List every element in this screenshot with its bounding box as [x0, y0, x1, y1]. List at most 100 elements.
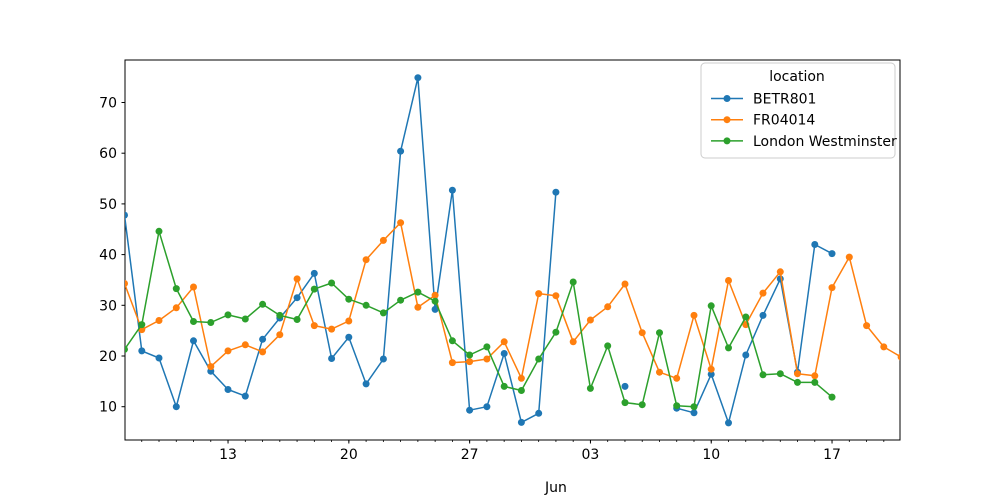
data-point [431, 297, 439, 305]
data-point [310, 285, 318, 293]
data-point [500, 350, 508, 357]
data-point [517, 387, 525, 394]
data-point [241, 341, 249, 349]
data-point [328, 325, 336, 333]
data-point [207, 319, 215, 326]
data-point [310, 322, 318, 330]
data-point [172, 403, 180, 411]
data-point [397, 219, 405, 227]
data-point [690, 403, 698, 411]
series-line-fr04014 [125, 221, 900, 380]
data-point [259, 335, 267, 343]
x-axis-month-label: Jun [544, 480, 567, 496]
data-point [190, 318, 197, 325]
data-point [138, 321, 146, 329]
legend-title: location [769, 69, 825, 85]
data-point [500, 382, 508, 390]
data-point [638, 401, 646, 409]
data-point [155, 227, 163, 235]
y-tick-label: 10 [99, 400, 117, 416]
data-point [569, 278, 577, 286]
data-point [690, 311, 698, 319]
data-point [155, 317, 163, 324]
data-point [276, 331, 284, 339]
data-point [448, 359, 456, 367]
data-point [466, 358, 474, 366]
data-point [552, 328, 560, 336]
data-point [155, 354, 163, 362]
data-point [863, 322, 871, 330]
data-point [241, 315, 249, 323]
data-point [345, 333, 353, 341]
data-point [138, 347, 146, 355]
series-layer [125, 74, 900, 427]
data-point [552, 292, 560, 300]
data-point [414, 74, 422, 82]
data-point [431, 305, 439, 313]
data-point [241, 392, 249, 400]
data-point [535, 290, 543, 298]
legend-box [700, 62, 896, 159]
data-point [483, 355, 491, 363]
data-point [414, 288, 422, 296]
y-tick-label: 20 [99, 349, 117, 365]
data-point [586, 316, 594, 324]
data-point [794, 378, 801, 386]
data-point [345, 317, 353, 325]
data-point [759, 311, 767, 319]
data-point [569, 338, 577, 346]
data-point [500, 338, 508, 346]
data-point [293, 294, 301, 302]
data-point [379, 355, 387, 363]
data-point [621, 280, 629, 288]
data-point [656, 329, 663, 337]
data-point [811, 372, 819, 380]
data-point [690, 409, 698, 417]
data-point [742, 351, 750, 359]
data-point [828, 250, 836, 258]
data-point [621, 382, 629, 390]
data-point [517, 374, 525, 382]
data-point [604, 342, 612, 350]
data-point [310, 269, 318, 277]
data-point [604, 303, 612, 311]
data-point [638, 329, 646, 337]
y-tick-label: 40 [99, 248, 117, 264]
data-point [517, 418, 525, 426]
data-point [293, 316, 301, 323]
data-point [224, 311, 232, 319]
legend-label: London Westminster [753, 134, 897, 150]
data-point [845, 253, 853, 261]
data-point [125, 345, 128, 353]
data-point [448, 337, 456, 345]
data-point [828, 284, 836, 292]
data-point [259, 348, 267, 356]
data-point [362, 380, 370, 388]
data-point [414, 303, 422, 311]
data-point [293, 275, 301, 283]
data-point [190, 337, 197, 345]
data-point [880, 343, 888, 351]
data-point [190, 283, 197, 291]
data-point [276, 311, 284, 319]
data-point [794, 370, 801, 378]
data-point [483, 403, 491, 411]
x-tick-label: 20 [340, 447, 358, 463]
data-point [707, 302, 715, 310]
data-point [552, 188, 560, 196]
data-point [673, 402, 681, 410]
data-point [397, 296, 405, 304]
y-tick-label: 70 [99, 96, 117, 112]
y-tick-label: 50 [99, 197, 117, 213]
data-point [362, 256, 370, 264]
data-point [759, 289, 767, 297]
data-point [379, 309, 387, 317]
data-point [828, 393, 836, 401]
data-point [759, 371, 767, 379]
data-point [742, 313, 750, 321]
data-point [466, 351, 474, 359]
data-point [125, 211, 128, 219]
data-point [811, 378, 819, 386]
